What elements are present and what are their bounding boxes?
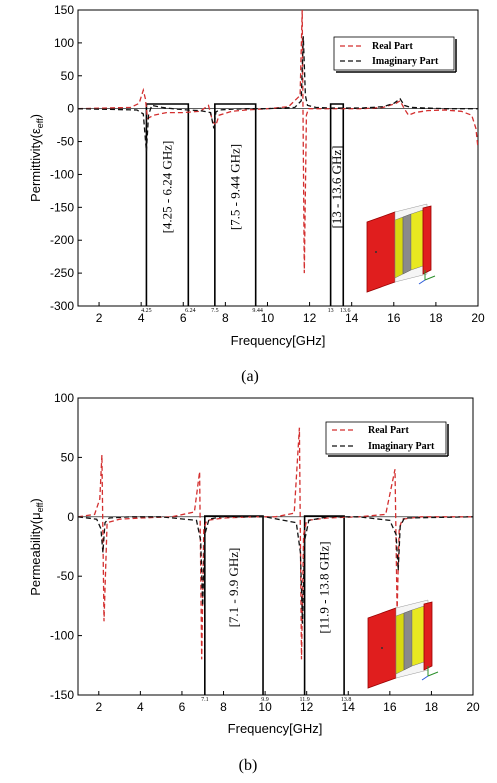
band-start-label: 7.5 [211, 308, 219, 314]
x-tick-label: 20 [466, 700, 480, 714]
x-tick-label: 4 [137, 700, 144, 714]
chart-b-legend: Real Part Imaginary Part [325, 421, 449, 457]
chart-b-frame [77, 397, 474, 696]
band-end-label: 13.6 [340, 308, 351, 314]
chart-a-y-axis-label: Permittivity(εeff) [28, 114, 45, 202]
band-start-label: 13 [328, 308, 334, 314]
chart-b-bands: [7.1 - 9.9 GHz] 7.1 9.9 [11.9 - 13.8 GHz] 11… [201, 515, 352, 703]
x-tick-label: 16 [383, 700, 397, 714]
band-end-label: 13.8 [341, 697, 352, 703]
chart-a-frame [77, 9, 479, 307]
band-bracket [303, 515, 345, 695]
x-tick-label: 20 [471, 311, 485, 325]
band-label: [13 - 13.6 GHz] [329, 145, 344, 228]
chart-a-series-imaginary [78, 36, 478, 152]
x-tick-label: 8 [222, 311, 229, 325]
chart-b-caption: (b) [239, 757, 258, 774]
x-tick-label: 12 [300, 700, 314, 714]
x-tick-label: 10 [261, 311, 275, 325]
y-tick-label: 150 [54, 3, 74, 17]
band-end-label: 9.9 [261, 697, 269, 703]
x-tick-label: 6 [180, 311, 187, 325]
band-end-label: 6.24 [185, 308, 196, 314]
x-tick-label: 4 [138, 311, 145, 325]
band-bracket [145, 103, 190, 306]
y-tick-label: -100 [50, 167, 74, 181]
chart-a-x-axis-label: Frequency[GHz] [231, 333, 326, 348]
x-tick-label: 16 [387, 311, 401, 325]
y-tick-label: -250 [50, 266, 74, 280]
chart-a: 150 100 50 0 -50 -100 -150 -200 -250 -300 2 4 6 8 10 1… [28, 3, 485, 385]
chart-a-legend: Real Part Imaginary Part [333, 36, 457, 73]
chart-b-x-axis-label: Frequency[GHz] [228, 721, 323, 736]
band: [11.9 - 13.8 GHz] 11.9 13.8 [299, 515, 352, 703]
band-bracket [329, 103, 345, 306]
chart-b-y-axis-label: Permeability(μeff) [28, 498, 45, 596]
band: [7.5 - 9.44 GHz] 7.5 9.44 [211, 103, 263, 314]
x-tick-label: 2 [96, 311, 103, 325]
chart-b: 100 50 0 -50 -100 -150 2 4 6 8 10 12 14 16 18 20 [7.1 … [28, 391, 480, 774]
chart-a-x-ticks: 2 4 6 8 10 12 14 16 18 20 [96, 302, 485, 325]
unit-cell-illustration-a [366, 203, 436, 293]
chart-a-series-real [78, 10, 478, 274]
y-tick-label: 100 [54, 391, 74, 405]
x-tick-label: 14 [345, 311, 359, 325]
y-tick-label: -150 [50, 200, 74, 214]
band: [4.25 - 6.24 GHz] 4.25 6.24 [141, 103, 196, 314]
chart-a-y-ticks: 150 100 50 0 -50 -100 -150 -200 -250 -300 [50, 3, 82, 313]
x-tick-label: 14 [342, 700, 356, 714]
legend-label-real: Real Part [368, 425, 409, 436]
band: [13 - 13.6 GHz] 13 13.6 [328, 103, 351, 314]
chart-b-x-ticks: 2 4 6 8 10 12 14 16 18 20 [95, 691, 480, 714]
y-tick-label: -150 [50, 688, 74, 702]
band-bracket [204, 515, 264, 695]
y-tick-label: 100 [54, 36, 74, 50]
band-start-label: 11.9 [299, 697, 309, 703]
y-tick-label: 50 [61, 69, 75, 83]
legend-label-imaginary: Imaginary Part [372, 56, 439, 67]
y-tick-label: -100 [50, 629, 74, 643]
y-tick-label: -50 [57, 569, 75, 583]
y-tick-label: 50 [61, 450, 75, 464]
band-label: [7.5 - 9.44 GHz] [227, 144, 242, 230]
legend-label-imaginary: Imaginary Part [368, 441, 435, 452]
x-tick-label: 18 [425, 700, 439, 714]
chart-b-series-real [78, 427, 473, 660]
legend-label-real: Real Part [372, 41, 413, 52]
y-tick-label: -50 [57, 135, 75, 149]
band-start-label: 7.1 [201, 697, 209, 703]
y-tick-label: -300 [50, 299, 74, 313]
chart-b-y-ticks: 100 50 0 -50 -100 -150 [50, 391, 82, 702]
unit-cell-illustration-b [367, 599, 439, 689]
chart-a-caption: (a) [241, 368, 259, 385]
x-tick-label: 6 [179, 700, 186, 714]
band-label: [7.1 - 9.9 GHz] [226, 548, 241, 628]
band-label: [11.9 - 13.8 GHz] [316, 541, 331, 633]
band-bracket [214, 103, 257, 306]
x-tick-label: 2 [95, 700, 102, 714]
band-label: [4.25 - 6.24 GHz] [159, 141, 174, 234]
x-tick-label: 12 [303, 311, 317, 325]
band-end-label: 9.44 [252, 308, 263, 314]
y-tick-label: 0 [67, 102, 74, 116]
chart-b-series-imaginary [78, 516, 473, 624]
chart-a-bands: [4.25 - 6.24 GHz] 4.25 6.24 [7.5 - 9.44 GHz… [141, 103, 351, 314]
band: [7.1 - 9.9 GHz] 7.1 9.9 [201, 515, 269, 703]
band-start-label: 4.25 [141, 308, 152, 314]
x-tick-label: 10 [258, 700, 272, 714]
x-tick-label: 18 [429, 311, 443, 325]
y-tick-label: 0 [67, 510, 74, 524]
y-tick-label: -200 [50, 233, 74, 247]
x-tick-label: 8 [220, 700, 227, 714]
